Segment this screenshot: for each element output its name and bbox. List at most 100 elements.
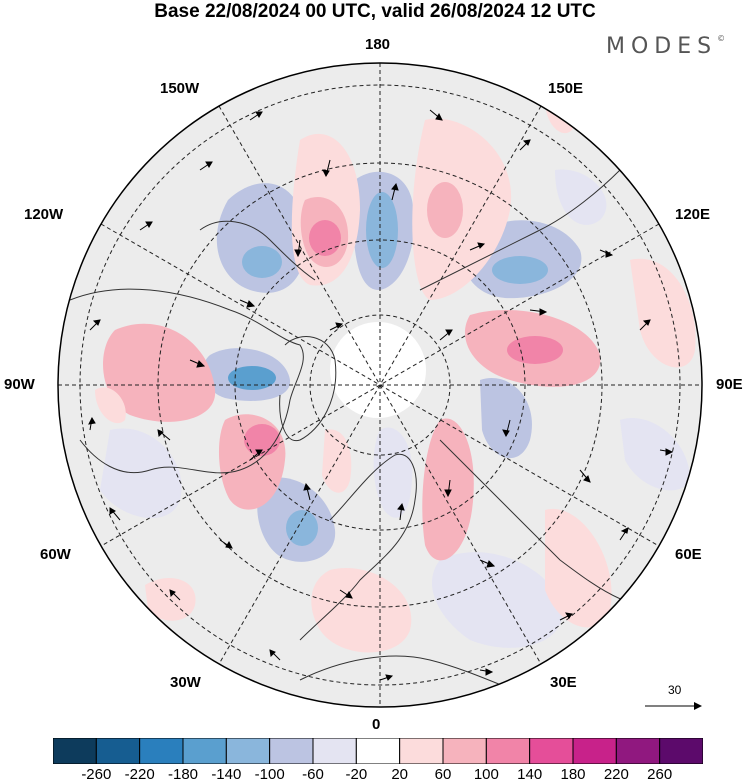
modes-logo: MODES© (606, 34, 725, 59)
wind-vector (479, 668, 494, 676)
pos-anomaly-europe (311, 568, 412, 653)
coast-europe (299, 453, 417, 641)
coast-greenland (279, 336, 337, 442)
colorbar-swatch (572, 738, 617, 764)
colorbar-swatch (355, 738, 401, 764)
wind-vector (639, 319, 651, 331)
wind-vector (88, 416, 96, 431)
pos-anomaly-canada (103, 323, 216, 422)
colorbar-tick-label: -180 (167, 766, 199, 783)
longitude-label-60e: 60E (675, 546, 702, 563)
colorbar-swatch (182, 738, 227, 764)
wind-vector (169, 589, 181, 601)
wind-vector (157, 429, 171, 441)
colorbar-swatch (312, 738, 357, 764)
wind-vector (619, 527, 629, 541)
colorbar-swatch (615, 738, 661, 764)
latitude-circle-30 (79, 84, 681, 686)
colorbar-swatch (95, 738, 141, 764)
coast-north-america (69, 288, 304, 474)
wind-vector (444, 479, 452, 498)
pos-core-greenland (244, 424, 280, 456)
neg-anomaly-mediterranean (431, 552, 563, 648)
longitude-label-60w: 60W (40, 546, 71, 563)
wind-vector (294, 239, 302, 258)
wind-vector (479, 559, 496, 568)
coastlines (69, 169, 681, 701)
wind-vectors (88, 109, 674, 681)
colorbar-tick-label: -140 (211, 766, 242, 783)
colorbar-swatch (485, 738, 531, 764)
colorbar-swatch (399, 738, 444, 764)
neg-anomaly-pacific-west (216, 183, 306, 293)
wind-vector (239, 299, 256, 308)
neg-anomaly-kazakh (480, 378, 532, 459)
colorbar-tick-label: 260 (647, 766, 673, 783)
neg-anomaly-pacific-east (555, 169, 607, 225)
neg-core-atlantic (286, 510, 318, 546)
colorbar (53, 738, 703, 764)
vector-reference: 30 (640, 683, 710, 713)
wind-vector (249, 449, 263, 461)
wind-vector (519, 139, 531, 151)
colorbar-swatch (53, 738, 97, 764)
pos-core-pacific (309, 220, 341, 256)
longitude-label-150e: 150E (548, 80, 584, 97)
longitude-label-90e: 90E (716, 376, 743, 393)
wind-vector (269, 649, 281, 661)
neg-core-hudson (228, 366, 276, 390)
neg-core-bering (366, 192, 398, 268)
map-border (57, 62, 703, 708)
longitude-label-120w: 120W (24, 206, 64, 223)
wind-vector (219, 539, 233, 549)
wind-vector (199, 161, 213, 171)
colorbar-tick-label: -20 (345, 766, 368, 783)
colorbar-swatch (269, 738, 314, 764)
neg-anomaly-north-america (100, 428, 182, 519)
neg-anomaly-scandinavia (373, 427, 413, 518)
neg-core-siberia (492, 256, 548, 284)
longitude-label-30w: 30W (170, 674, 201, 691)
wind-vector (502, 419, 511, 438)
wind-vector (89, 319, 101, 331)
wind-vector (189, 359, 206, 368)
wind-vector (599, 249, 614, 258)
colorbar-swatch (139, 738, 184, 764)
pos-anomaly-mongolia (630, 258, 696, 368)
brand-mark: © (717, 34, 726, 43)
wind-vector (659, 448, 674, 456)
wind-vector (439, 329, 453, 341)
map-title: Base 22/08/2024 00 UTC, valid 26/08/2024… (154, 1, 596, 22)
coast-alaska (199, 220, 316, 281)
vector-reference-value: 30 (668, 683, 682, 697)
colorbar-tick-label: 180 (560, 766, 586, 783)
reference-arrow-icon (645, 702, 702, 710)
longitude-label-150w: 150W (160, 80, 200, 97)
neg-anomaly-india (620, 418, 690, 491)
wind-vector (339, 589, 353, 599)
colorbar-tick-label: -60 (302, 766, 324, 783)
colorbar-tick-label: 60 (434, 766, 452, 783)
longitude-label-90w: 90W (4, 376, 35, 393)
wind-vector (529, 308, 548, 316)
wind-vector (109, 507, 121, 521)
pos-light-canada (95, 387, 126, 424)
polar-cap (330, 322, 426, 418)
longitude-label-0: 0 (372, 716, 381, 733)
wind-vector (139, 221, 153, 231)
colorbar-tick-label: -100 (254, 766, 285, 783)
colorbar-tick-label: -220 (124, 766, 155, 783)
wind-vector (559, 612, 573, 621)
wind-vector (579, 469, 591, 483)
colorbar-swatch (659, 738, 703, 764)
colorbar-tick-label: 220 (603, 766, 629, 783)
pos-mid-east-siberia (427, 182, 463, 238)
wind-vector (303, 482, 311, 501)
neg-core-pacific-west (242, 246, 282, 278)
meridian-120 (100, 223, 660, 547)
wind-vector (429, 109, 443, 121)
wind-vector (329, 322, 344, 331)
pos-anomaly-arabia (545, 508, 612, 628)
wind-vector (391, 182, 399, 201)
